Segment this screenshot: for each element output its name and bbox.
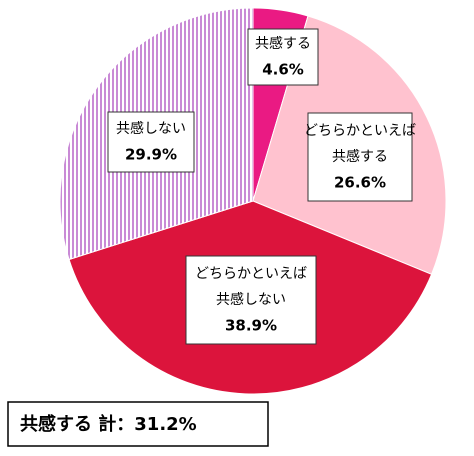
category-label: 共感しない (116, 120, 186, 137)
category-label: 共感する (332, 148, 388, 165)
label-box (185, 255, 317, 345)
value-label: 38.9% (225, 317, 277, 335)
label-box (107, 111, 195, 173)
label-box (247, 28, 319, 86)
value-label: 4.6% (262, 61, 304, 79)
label-box (307, 112, 413, 202)
value-label: 29.9% (125, 146, 177, 164)
value-label: 26.6% (334, 174, 386, 192)
labels: 共感する4.6%どちらかといえば共感する26.6%どちらかといえば共感しない38… (107, 28, 416, 345)
category-label: どちらかといえば (304, 123, 416, 139)
summary-text: 共感する 計：31.2% (20, 413, 197, 435)
summary-box (7, 401, 269, 447)
category-label: 共感しない (216, 291, 286, 308)
category-label: 共感する (255, 35, 311, 52)
category-label: どちらかといえば (195, 266, 307, 282)
